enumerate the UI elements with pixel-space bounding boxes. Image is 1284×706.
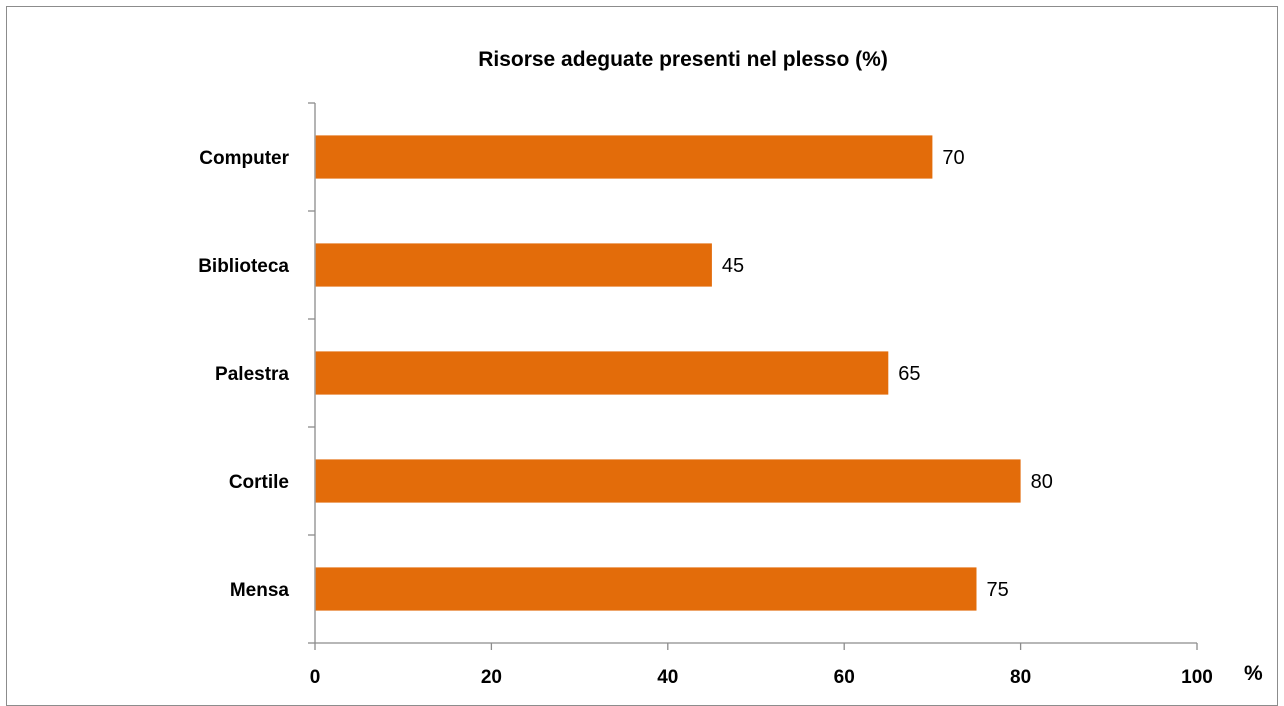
chart-title: Risorse adeguate presenti nel plesso (%)	[478, 48, 888, 71]
category-label: Computer	[199, 148, 289, 169]
x-axis-unit-label: %	[1244, 662, 1263, 685]
bar	[315, 567, 977, 611]
data-label: 65	[898, 363, 920, 385]
category-label: Palestra	[215, 364, 289, 385]
data-label: 70	[942, 147, 964, 169]
bar	[315, 351, 889, 395]
bar	[315, 135, 933, 179]
category-label: Biblioteca	[198, 256, 289, 277]
data-label: 45	[722, 255, 744, 277]
bar	[315, 459, 1021, 503]
x-tick-label: 60	[834, 667, 855, 688]
x-axis: 0 20 40 60 80 100	[310, 642, 1213, 688]
y-axis: Computer Biblioteca Palestra Cortile Mensa	[198, 102, 316, 644]
data-label: 80	[1031, 471, 1053, 493]
data-label: 75	[987, 579, 1009, 601]
x-tick-label: 80	[1010, 667, 1031, 688]
x-tick-label: 20	[481, 667, 502, 688]
x-tick-label: 40	[657, 667, 678, 688]
bar	[315, 243, 712, 287]
x-tick-label: 100	[1181, 667, 1213, 688]
x-tick-label: 0	[310, 667, 321, 688]
category-label: Mensa	[230, 580, 290, 601]
category-label: Cortile	[229, 472, 289, 493]
bars: 70 45 65 80 75	[315, 135, 1053, 611]
